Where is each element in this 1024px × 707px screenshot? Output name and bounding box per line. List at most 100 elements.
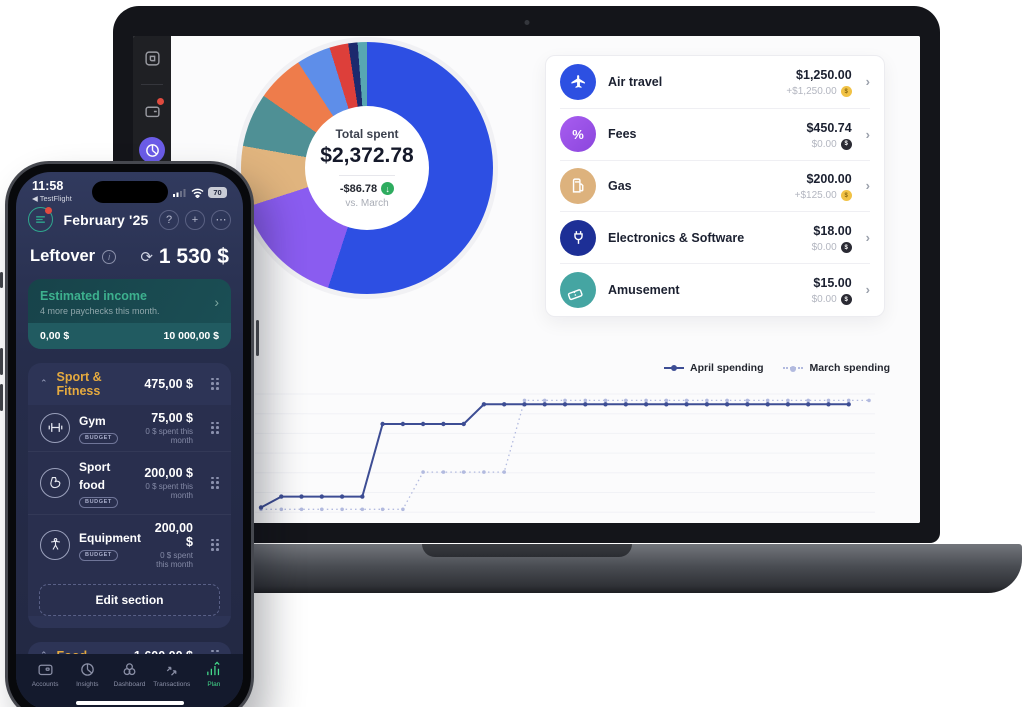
- legend-dotted-marker: [783, 367, 804, 369]
- phone-header: February '25 ? + ⋯: [16, 203, 243, 233]
- budget-name: Equipment: [79, 530, 141, 545]
- power-button: [256, 320, 259, 356]
- legend-line-marker: [663, 367, 684, 369]
- testflight-back-link[interactable]: ◀ TestFlight: [32, 193, 72, 203]
- drag-handle-icon[interactable]: [211, 476, 219, 489]
- refresh-icon[interactable]: ⟳: [140, 248, 153, 266]
- pie-chart-icon: [145, 143, 159, 157]
- sidebar-item-accounts[interactable]: [140, 98, 164, 123]
- budget-spent: 0 $ spent this month: [145, 481, 193, 500]
- leftover-row: Leftover i ⟳ 1 530 $: [16, 233, 243, 271]
- app-logo-icon: [144, 50, 160, 66]
- plug-icon: [560, 219, 596, 256]
- fuel-pump-icon: [560, 167, 596, 204]
- category-row-air-travel[interactable]: Air travel $1,250.00 +$1,250.00 $ ›: [560, 56, 870, 108]
- dashboard-content: Total spent $2,372.78 -$86.78 ↓ vs. Marc…: [171, 36, 920, 523]
- leftover-label: Leftover: [30, 247, 96, 266]
- category-subamount: $0.00: [811, 138, 837, 150]
- edit-section-button[interactable]: Edit section: [39, 583, 220, 616]
- desktop-app-window: Total spent $2,372.78 -$86.78 ↓ vs. Marc…: [133, 36, 920, 523]
- budget-row-sport-food[interactable]: Sport food BUDGET 200,00 $ 0 $ spent thi…: [28, 450, 231, 514]
- budget-amount: 200,00 $: [154, 520, 193, 549]
- tab-insights[interactable]: Insights: [66, 661, 108, 698]
- category-name: Fees: [608, 127, 637, 142]
- notification-dot: [45, 207, 52, 215]
- sidebar-item-app-logo[interactable]: [140, 46, 164, 70]
- budget-tag: BUDGET: [79, 496, 118, 508]
- budget-amount: 200,00 $: [144, 465, 193, 480]
- tab-transactions[interactable]: Transactions: [151, 661, 193, 698]
- category-amount: $1,250.00: [796, 68, 852, 83]
- coin-badge-icon: $: [840, 294, 852, 306]
- coin-badge-icon: $: [840, 190, 852, 202]
- tab-label: Transactions: [153, 681, 191, 688]
- webcam-dot: [524, 20, 529, 25]
- budget-row-gym[interactable]: Gym BUDGET 75,00 $ 0 $ spent this month: [28, 405, 231, 451]
- category-row-gas[interactable]: Gas $200.00 +$125.00 $ ›: [560, 159, 870, 212]
- section-title: Sport & Fitness: [56, 369, 102, 398]
- coin-badge-icon: $: [840, 138, 852, 150]
- budget-row-equipment[interactable]: Equipment BUDGET 200,00 $ 0 $ spent this…: [28, 513, 231, 575]
- card-icon: [38, 664, 53, 676]
- info-icon[interactable]: i: [102, 249, 117, 264]
- category-row-fees[interactable]: % Fees $450.74 $0.00 $ ›: [560, 107, 870, 160]
- dumbbell-icon: [40, 412, 70, 443]
- wallet-icon: [144, 106, 160, 117]
- donut-center: Total spent $2,372.78 -$86.78 ↓ vs. Marc…: [305, 106, 429, 230]
- category-amount: $15.00: [813, 276, 852, 291]
- income-progress-bar: 0,00 $ 10 000,00 $: [28, 322, 231, 349]
- category-amount: $18.00: [813, 224, 852, 239]
- tab-accounts[interactable]: Accounts: [24, 661, 66, 698]
- phone-screen: 11:58 ◀ TestFlight 70 February '25 ? +: [16, 172, 243, 707]
- more-button[interactable]: ⋯: [211, 209, 231, 230]
- budget-tag: BUDGET: [79, 432, 118, 444]
- drag-handle-icon[interactable]: [211, 377, 219, 390]
- legend-item-april[interactable]: April spending: [663, 362, 763, 374]
- percent-icon: %: [560, 116, 596, 153]
- hamburger-icon: [36, 216, 45, 224]
- category-name: Electronics & Software: [608, 230, 745, 245]
- menu-button[interactable]: [28, 207, 53, 233]
- category-subamount: +$1,250.00: [786, 86, 837, 98]
- budget-spent: 0 $ spent this month: [145, 426, 193, 445]
- total-spent-value: $2,372.78: [320, 144, 414, 167]
- budget-amount: 75,00 $: [151, 410, 193, 425]
- legend-item-march[interactable]: March spending: [783, 362, 890, 374]
- donut-chart[interactable]: Total spent $2,372.78 -$86.78 ↓ vs. Marc…: [241, 42, 493, 294]
- chevron-right-icon: ›: [865, 178, 870, 194]
- delta-down-icon: ↓: [381, 182, 395, 195]
- budget-spent: 0 $ spent this month: [156, 550, 193, 569]
- legend-label: March spending: [809, 362, 890, 374]
- tab-label: Insights: [76, 681, 99, 688]
- chevron-right-icon: ›: [865, 74, 870, 90]
- status-bar: 11:58 ◀ TestFlight 70: [16, 172, 243, 203]
- budget-tag: BUDGET: [79, 549, 118, 561]
- month-title[interactable]: February '25: [63, 211, 149, 228]
- category-row-amusement[interactable]: Amusement $15.00 $0.00 $ ›: [560, 263, 870, 315]
- tab-label: Accounts: [31, 681, 59, 688]
- coin-badge-icon: $: [840, 86, 852, 98]
- chevron-right-icon: ›: [214, 294, 219, 311]
- income-max: 10 000,00 $: [163, 329, 219, 342]
- line-chart[interactable]: [255, 380, 875, 520]
- drag-handle-icon[interactable]: [211, 421, 219, 434]
- add-button[interactable]: +: [185, 209, 205, 230]
- sidebar-item-insights-active[interactable]: [139, 137, 165, 163]
- section-amount: 475,00 $: [144, 376, 193, 391]
- help-button[interactable]: ?: [159, 209, 179, 230]
- transfer-arrows-icon: [167, 666, 177, 676]
- laptop-notch: [422, 544, 632, 557]
- section-header[interactable]: ⌃ Sport & Fitness 475,00 $: [28, 363, 231, 405]
- drag-handle-icon[interactable]: [211, 538, 219, 551]
- tab-dashboard[interactable]: Dashboard: [108, 661, 150, 698]
- chevron-right-icon: ›: [865, 230, 870, 246]
- category-subamount: +$125.00: [794, 190, 837, 202]
- home-indicator[interactable]: [75, 701, 184, 705]
- category-row-electronics[interactable]: Electronics & Software $18.00 $0.00 $ ›: [560, 211, 870, 263]
- estimated-income-card[interactable]: Estimated income 4 more paychecks this m…: [28, 278, 231, 349]
- chevron-right-icon: ›: [865, 126, 870, 142]
- delta-value: -$86.78: [339, 182, 378, 195]
- category-list-card: Air travel $1,250.00 +$1,250.00 $ › % Fee…: [545, 55, 885, 317]
- tab-plan-active[interactable]: Plan: [193, 661, 235, 698]
